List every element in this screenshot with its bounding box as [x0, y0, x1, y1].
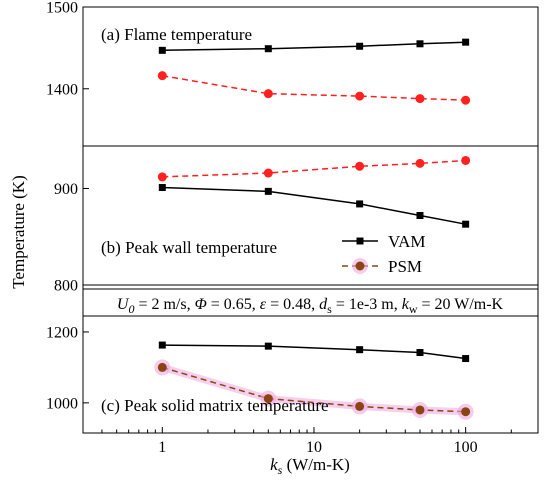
x-tick-label: 100 — [454, 439, 478, 456]
legend-psm-text: PSM — [388, 257, 422, 276]
legend: VAM PSM — [342, 232, 425, 276]
conditions-part: 0 — [128, 302, 134, 316]
point-p2-psm — [461, 407, 471, 417]
point-p1-psm — [415, 158, 425, 168]
panel-b-label: (b) Peak wall temperature — [101, 238, 277, 257]
point-p1-psm — [263, 168, 273, 178]
x-tick-label: 1 — [158, 439, 166, 456]
y-tick-label-p2: 1000 — [46, 395, 78, 412]
x-tick-label: 10 — [306, 439, 322, 456]
conditions-part: = 1e-3 m, — [332, 296, 402, 313]
conditions-part: = 2 m/s, — [134, 296, 194, 313]
point-p2-psm — [355, 401, 365, 411]
legend-vam-text: VAM — [388, 232, 425, 251]
panel-frames — [82, 6, 539, 434]
y-axis-title: Temperature (K) — [9, 175, 28, 289]
x-axis-title: ks (W/m-K) — [270, 455, 350, 477]
conditions-part: = 0.65, — [207, 296, 260, 313]
y-tick-label-p2: 1200 — [46, 324, 78, 341]
point-p2-vam — [356, 346, 364, 354]
point-p0-vam — [264, 45, 272, 53]
conditions-part: = 20 W/m-K — [418, 296, 504, 313]
y-tick-label-p0: 1500 — [46, 0, 78, 17]
conditions-part: w — [409, 302, 418, 316]
x-axis-title-base: k — [270, 455, 278, 474]
point-p1-psm — [157, 172, 167, 182]
point-p1-vam — [158, 184, 166, 192]
point-p0-psm — [157, 71, 167, 81]
point-p1-psm — [355, 161, 365, 171]
conditions-part: k — [402, 296, 410, 313]
panel-a-label: (a) Flame temperature — [101, 25, 252, 44]
y-tick-label-p0: 1400 — [46, 81, 78, 98]
ticks-layer: 1 10 100 1400 1500 800 900 1000 1200 — [46, 0, 539, 456]
point-p2-psm — [157, 362, 167, 372]
point-p2-vam — [462, 355, 470, 363]
point-p1-vam — [462, 220, 470, 228]
point-p0-vam — [462, 38, 470, 46]
point-p0-psm — [355, 91, 365, 101]
point-p2-vam — [158, 341, 166, 349]
point-p2-vam — [416, 349, 424, 357]
legend-psm-marker — [355, 261, 365, 271]
point-p2-psm — [263, 394, 273, 404]
panel-frame-2 — [82, 284, 539, 434]
panel-frame-1 — [82, 145, 539, 286]
conditions-part: Φ — [195, 296, 207, 313]
point-p0-psm — [263, 89, 273, 99]
conditions-part: s — [327, 302, 332, 316]
series-line-p0-psm — [162, 74, 466, 101]
conditions-box-frame — [82, 288, 539, 317]
conditions-box: U0 = 2 m/s, Φ = 0.65, ε = 0.48, ds = 1e-… — [82, 288, 539, 317]
point-p1-vam — [356, 200, 364, 208]
conditions-text: U0 = 2 m/s, Φ = 0.65, ε = 0.48, ds = 1e-… — [117, 296, 504, 316]
series-layer — [154, 38, 474, 420]
point-p2-vam — [264, 342, 272, 350]
panel-c-label: (c) Peak solid matrix temperature — [101, 396, 329, 415]
point-p0-vam — [158, 46, 166, 54]
point-p1-vam — [416, 212, 424, 219]
x-axis-title-unit: (W/m-K) — [282, 455, 350, 474]
y-tick-label-p1: 900 — [54, 181, 78, 198]
point-p2-psm — [415, 405, 425, 415]
point-p0-vam — [416, 40, 424, 48]
point-p0-vam — [356, 42, 364, 50]
point-p0-psm — [415, 94, 425, 104]
point-p0-psm — [461, 95, 471, 105]
conditions-part: U — [117, 296, 130, 313]
x-axis-title-sub: s — [278, 463, 283, 477]
point-p1-vam — [264, 187, 272, 195]
conditions-part: ε — [260, 296, 267, 313]
y-tick-label-p1: 800 — [54, 278, 78, 295]
point-p1-psm — [461, 155, 471, 165]
series-line-p1-psm — [162, 159, 466, 178]
legend-vam-marker — [356, 237, 364, 245]
conditions-part: d — [319, 296, 328, 313]
conditions-part: = 0.48, — [266, 296, 319, 313]
